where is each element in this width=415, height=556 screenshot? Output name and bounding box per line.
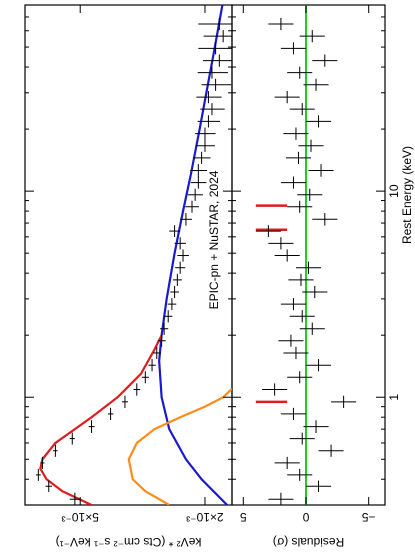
annotation: EPIC-pn + NuSTAR, 2024 [207, 170, 221, 309]
x-tick-label: 1 [387, 394, 401, 401]
y-axis-title: Residuals (σ) [273, 535, 344, 549]
flux-frame [24, 4, 233, 506]
x-axis-title: Rest Energy (keV) [400, 146, 414, 244]
residual-frame [231, 4, 386, 506]
y-tick-label: 5×10⁻³ [62, 510, 99, 524]
y-axis-title: keV² * (Cts cm⁻² s⁻¹ keV⁻¹) [56, 535, 202, 549]
model-curve [39, 334, 163, 505]
y-tick-label: 0 [302, 510, 309, 524]
rotated-plot: 5×10⁻³ 2×10⁻³ keV² * (Cts cm⁻² s⁻¹ keV⁻¹) E… [24, 4, 414, 549]
y-tick-label: −5 [362, 510, 376, 524]
model-curve [158, 5, 228, 505]
x-tick-label: 10 [387, 184, 401, 198]
y-tick-label: 2×10⁻³ [186, 510, 223, 524]
plot-area [35, 5, 232, 505]
plot-area [255, 5, 357, 505]
model-curve [127, 387, 232, 505]
y-tick-label: 5 [240, 510, 247, 524]
